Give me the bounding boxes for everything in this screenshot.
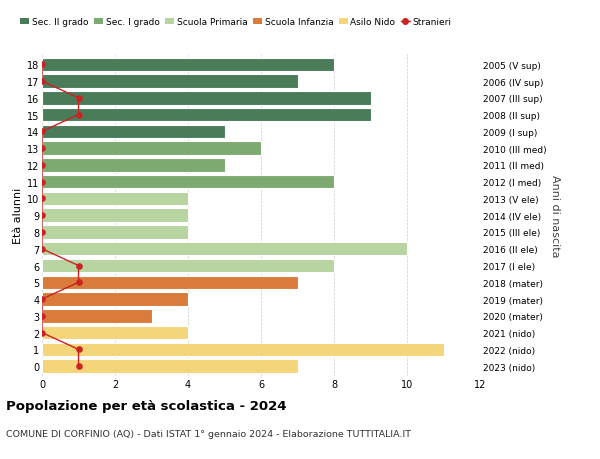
Bar: [42, 276, 298, 289]
Point: [37, 179, 47, 186]
Bar: [42, 326, 188, 340]
Bar: [42, 360, 298, 373]
Point: [74, 279, 83, 286]
Point: [74, 363, 83, 370]
Y-axis label: Età alunni: Età alunni: [13, 188, 23, 244]
Bar: [42, 58, 334, 72]
Bar: [42, 209, 188, 223]
Bar: [42, 92, 371, 105]
Y-axis label: Anni di nascita: Anni di nascita: [550, 174, 560, 257]
Bar: [42, 226, 188, 239]
Point: [37, 129, 47, 136]
Text: Popolazione per età scolastica - 2024: Popolazione per età scolastica - 2024: [6, 399, 287, 412]
Point: [74, 95, 83, 102]
Point: [37, 145, 47, 152]
Point: [37, 229, 47, 236]
Bar: [42, 175, 334, 189]
Bar: [42, 242, 407, 256]
Point: [74, 262, 83, 269]
Point: [37, 246, 47, 253]
Bar: [42, 75, 298, 89]
Point: [37, 212, 47, 219]
Point: [74, 346, 83, 353]
Bar: [42, 109, 371, 122]
Point: [74, 112, 83, 119]
Bar: [42, 309, 151, 323]
Text: COMUNE DI CORFINIO (AQ) - Dati ISTAT 1° gennaio 2024 - Elaborazione TUTTITALIA.I: COMUNE DI CORFINIO (AQ) - Dati ISTAT 1° …: [6, 429, 411, 438]
Bar: [42, 343, 443, 356]
Point: [37, 329, 47, 336]
Point: [37, 296, 47, 303]
Bar: [42, 293, 188, 306]
Point: [37, 162, 47, 169]
Bar: [42, 125, 224, 139]
Point: [37, 313, 47, 320]
Point: [37, 62, 47, 69]
Bar: [42, 159, 224, 172]
Point: [37, 196, 47, 203]
Bar: [42, 259, 334, 273]
Bar: [42, 192, 188, 206]
Legend: Sec. II grado, Sec. I grado, Scuola Primaria, Scuola Infanzia, Asilo Nido, Stran: Sec. II grado, Sec. I grado, Scuola Prim…: [20, 18, 452, 27]
Point: [37, 78, 47, 85]
Bar: [42, 142, 261, 156]
